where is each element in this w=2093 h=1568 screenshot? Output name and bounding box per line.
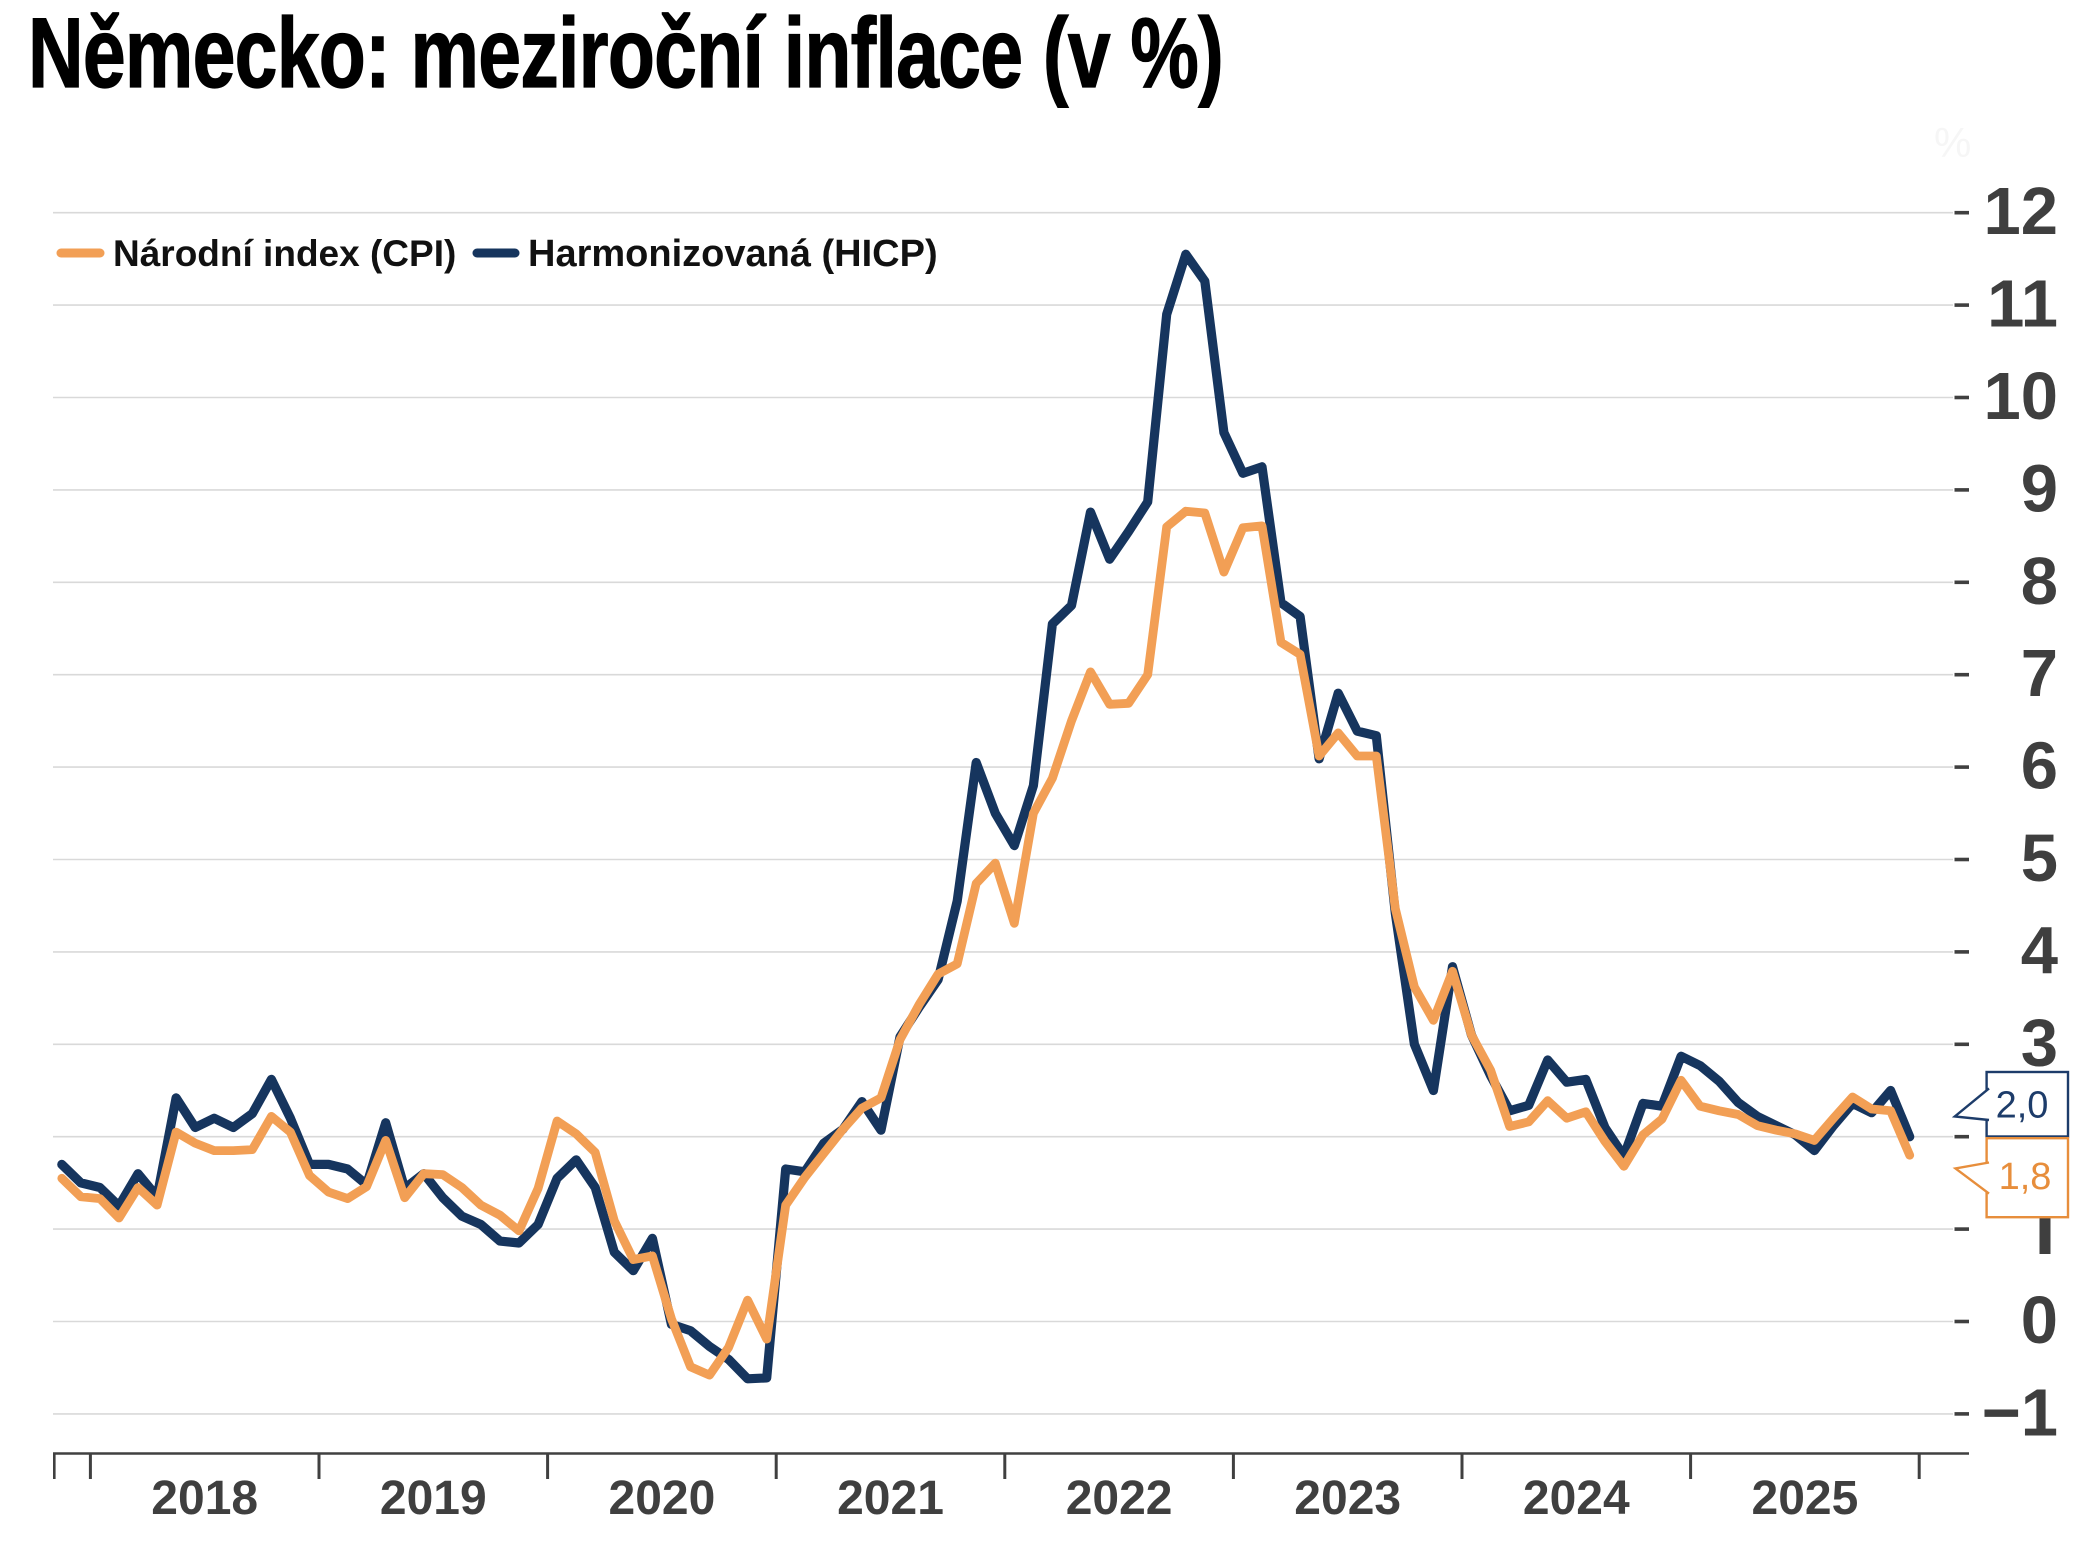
svg-text:3: 3 bbox=[2021, 1006, 2058, 1081]
svg-text:2019: 2019 bbox=[380, 1472, 487, 1525]
svg-text:8: 8 bbox=[2021, 544, 2058, 619]
svg-text:9: 9 bbox=[2021, 451, 2058, 526]
svg-text:10: 10 bbox=[1983, 359, 2058, 434]
svg-text:7: 7 bbox=[2021, 636, 2058, 711]
svg-text:2024: 2024 bbox=[1523, 1472, 1630, 1525]
svg-text:%: % bbox=[1934, 119, 1971, 166]
svg-text:2020: 2020 bbox=[609, 1472, 716, 1525]
svg-text:1,8: 1,8 bbox=[1999, 1156, 2052, 1198]
svg-text:5: 5 bbox=[2021, 821, 2058, 896]
svg-text:6: 6 bbox=[2021, 729, 2058, 804]
svg-text:Národní index (CPI): Národní index (CPI) bbox=[113, 233, 456, 274]
svg-text:Harmonizovaná (HICP): Harmonizovaná (HICP) bbox=[528, 233, 938, 275]
svg-text:2018: 2018 bbox=[151, 1472, 258, 1525]
svg-text:0: 0 bbox=[2021, 1283, 2058, 1358]
svg-text:−1: −1 bbox=[1982, 1375, 2058, 1450]
svg-text:2,0: 2,0 bbox=[1996, 1085, 2049, 1127]
svg-text:2022: 2022 bbox=[1066, 1472, 1173, 1525]
svg-text:12: 12 bbox=[1983, 174, 2058, 249]
svg-text:2023: 2023 bbox=[1294, 1472, 1401, 1525]
svg-text:4: 4 bbox=[2021, 913, 2058, 988]
svg-text:2025: 2025 bbox=[1752, 1472, 1859, 1525]
svg-text:2021: 2021 bbox=[837, 1472, 944, 1525]
svg-text:11: 11 bbox=[1987, 267, 2058, 342]
